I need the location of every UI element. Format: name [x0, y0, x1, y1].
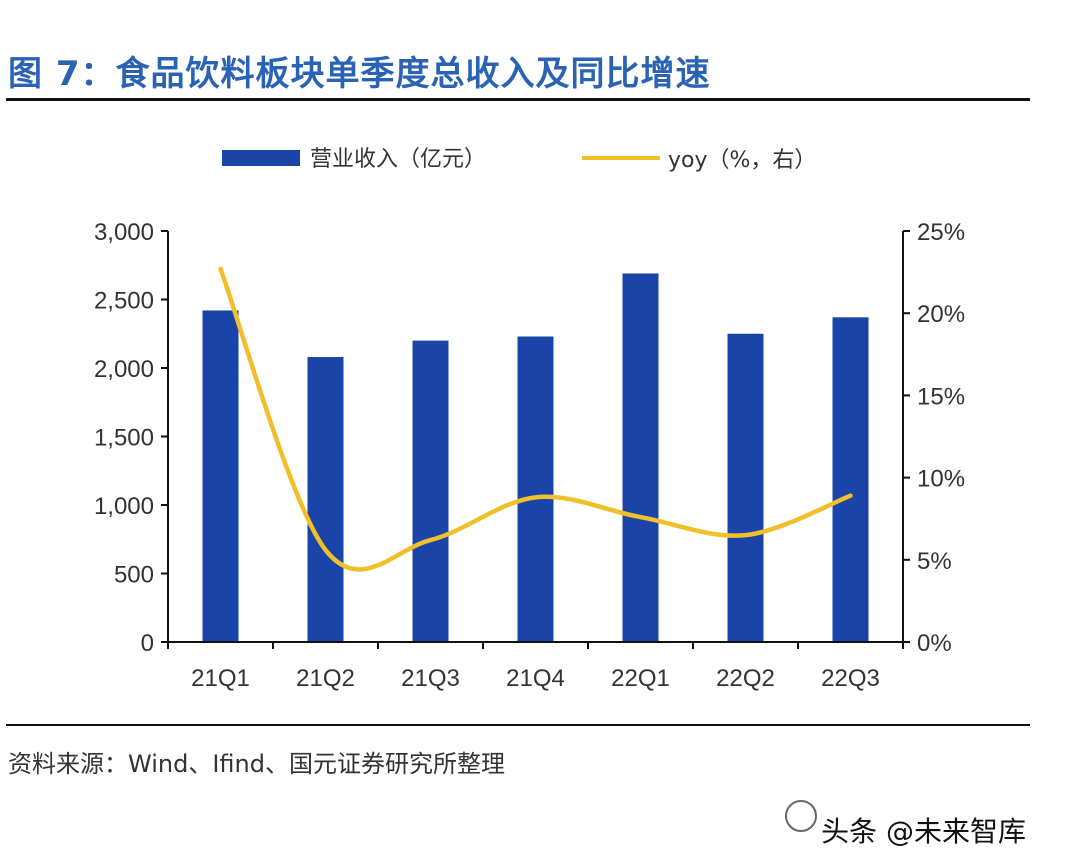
legend-line-label: yoy（%，右） — [668, 148, 816, 173]
source-note: 资料来源：Wind、Ifind、国元证券研究所整理 — [8, 750, 505, 778]
right-tick-label: 10% — [917, 466, 965, 493]
bar-21Q1 — [202, 310, 239, 642]
legend-bar-swatch — [222, 150, 300, 166]
left-tick-label: 1,000 — [94, 493, 154, 520]
title-divider — [6, 98, 1030, 101]
chart: 营业收入（亿元） yoy（%，右） 0 500 1,000 1,500 2,000 2,500… — [94, 147, 965, 692]
left-tick-label: 1,500 — [94, 425, 154, 452]
left-tick-label: 0 — [141, 630, 154, 657]
x-tick-label: 22Q2 — [716, 665, 775, 692]
x-tick-label: 21Q4 — [506, 665, 565, 692]
right-tick-label: 15% — [917, 383, 965, 410]
left-tick-label: 2,500 — [94, 288, 154, 315]
x-tick-label: 21Q2 — [296, 665, 355, 692]
left-tick-label: 3,000 — [94, 219, 154, 246]
right-tick-label: 25% — [917, 219, 965, 246]
right-tick-label: 20% — [917, 301, 965, 328]
x-tick-label: 21Q1 — [191, 665, 250, 692]
bar-22Q3 — [832, 317, 869, 642]
watermark-icon — [785, 800, 818, 832]
yoy-line — [218, 266, 853, 572]
watermark-text: 头条 @未来智库 — [821, 815, 1026, 848]
x-tick-label: 22Q1 — [611, 665, 670, 692]
left-tick-label: 2,000 — [94, 356, 154, 383]
right-tick-label: 0% — [917, 630, 952, 657]
x-tick-label: 21Q3 — [401, 665, 460, 692]
bar-21Q4 — [517, 336, 554, 642]
left-tick-label: 500 — [114, 562, 154, 589]
bar-21Q2 — [307, 357, 344, 642]
x-tick-label: 22Q3 — [821, 665, 880, 692]
legend-bar-label: 营业收入（亿元） — [310, 147, 486, 172]
bar-22Q2 — [727, 333, 764, 642]
watermark: 头条 @未来智库 — [777, 800, 1026, 850]
figure-title: 图 7：食品饮料板块单季度总收入及同比增速 — [8, 54, 711, 94]
bar-21Q3 — [412, 340, 449, 642]
right-tick-label: 5% — [917, 548, 952, 575]
bar-22Q1 — [622, 273, 659, 642]
bottom-divider — [6, 724, 1030, 726]
